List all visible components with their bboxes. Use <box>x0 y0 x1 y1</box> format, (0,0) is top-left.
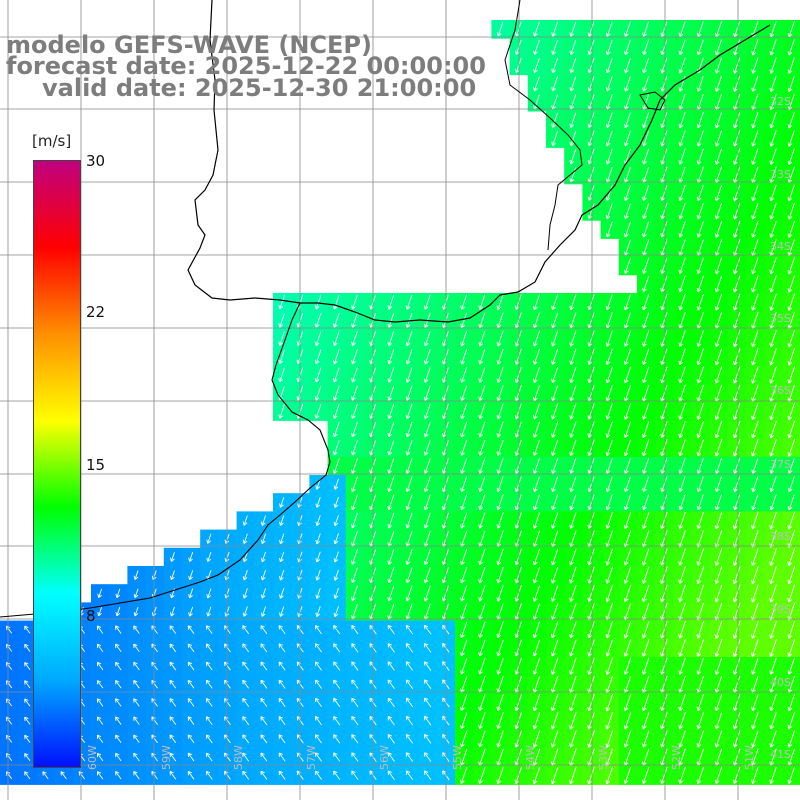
wind-speed-field <box>0 20 800 785</box>
latitude-label: 37S <box>770 458 791 471</box>
colorbar-unit-label: [m/s] <box>32 132 71 150</box>
latitude-label: 33S <box>770 168 791 181</box>
latitude-label: 34S <box>770 240 791 253</box>
colorbar-gradient <box>34 161 80 767</box>
longitude-label: 59W <box>160 745 173 770</box>
colorbar-tick-label: 30 <box>86 152 105 170</box>
colorbar-tick-label: 15 <box>86 456 105 474</box>
latitude-label: 35S <box>770 312 791 325</box>
latitude-label: 40S <box>770 676 791 689</box>
longitude-label: 55W <box>451 745 464 770</box>
latitude-label: 38S <box>770 530 791 543</box>
longitude-label: 57W <box>305 745 318 770</box>
colorbar <box>33 160 81 768</box>
latitude-label: 39S <box>770 603 791 616</box>
valid-date-title: valid date: 2025-12-30 21:00:00 <box>42 76 476 100</box>
longitude-label: 52W <box>670 745 683 770</box>
colorbar-tick-label: 22 <box>86 303 105 321</box>
longitude-label: 51W <box>743 745 756 770</box>
latitude-label: 36S <box>770 384 791 397</box>
colorbar-tick-label: 8 <box>86 607 96 625</box>
longitude-label: 60W <box>86 745 99 770</box>
longitude-label: 56W <box>378 745 391 770</box>
longitude-label: 53W <box>597 745 610 770</box>
latitude-label: 41S <box>770 748 791 761</box>
latitude-label: 32S <box>770 95 791 108</box>
longitude-label: 58W <box>232 745 245 770</box>
longitude-label: 54W <box>524 745 537 770</box>
